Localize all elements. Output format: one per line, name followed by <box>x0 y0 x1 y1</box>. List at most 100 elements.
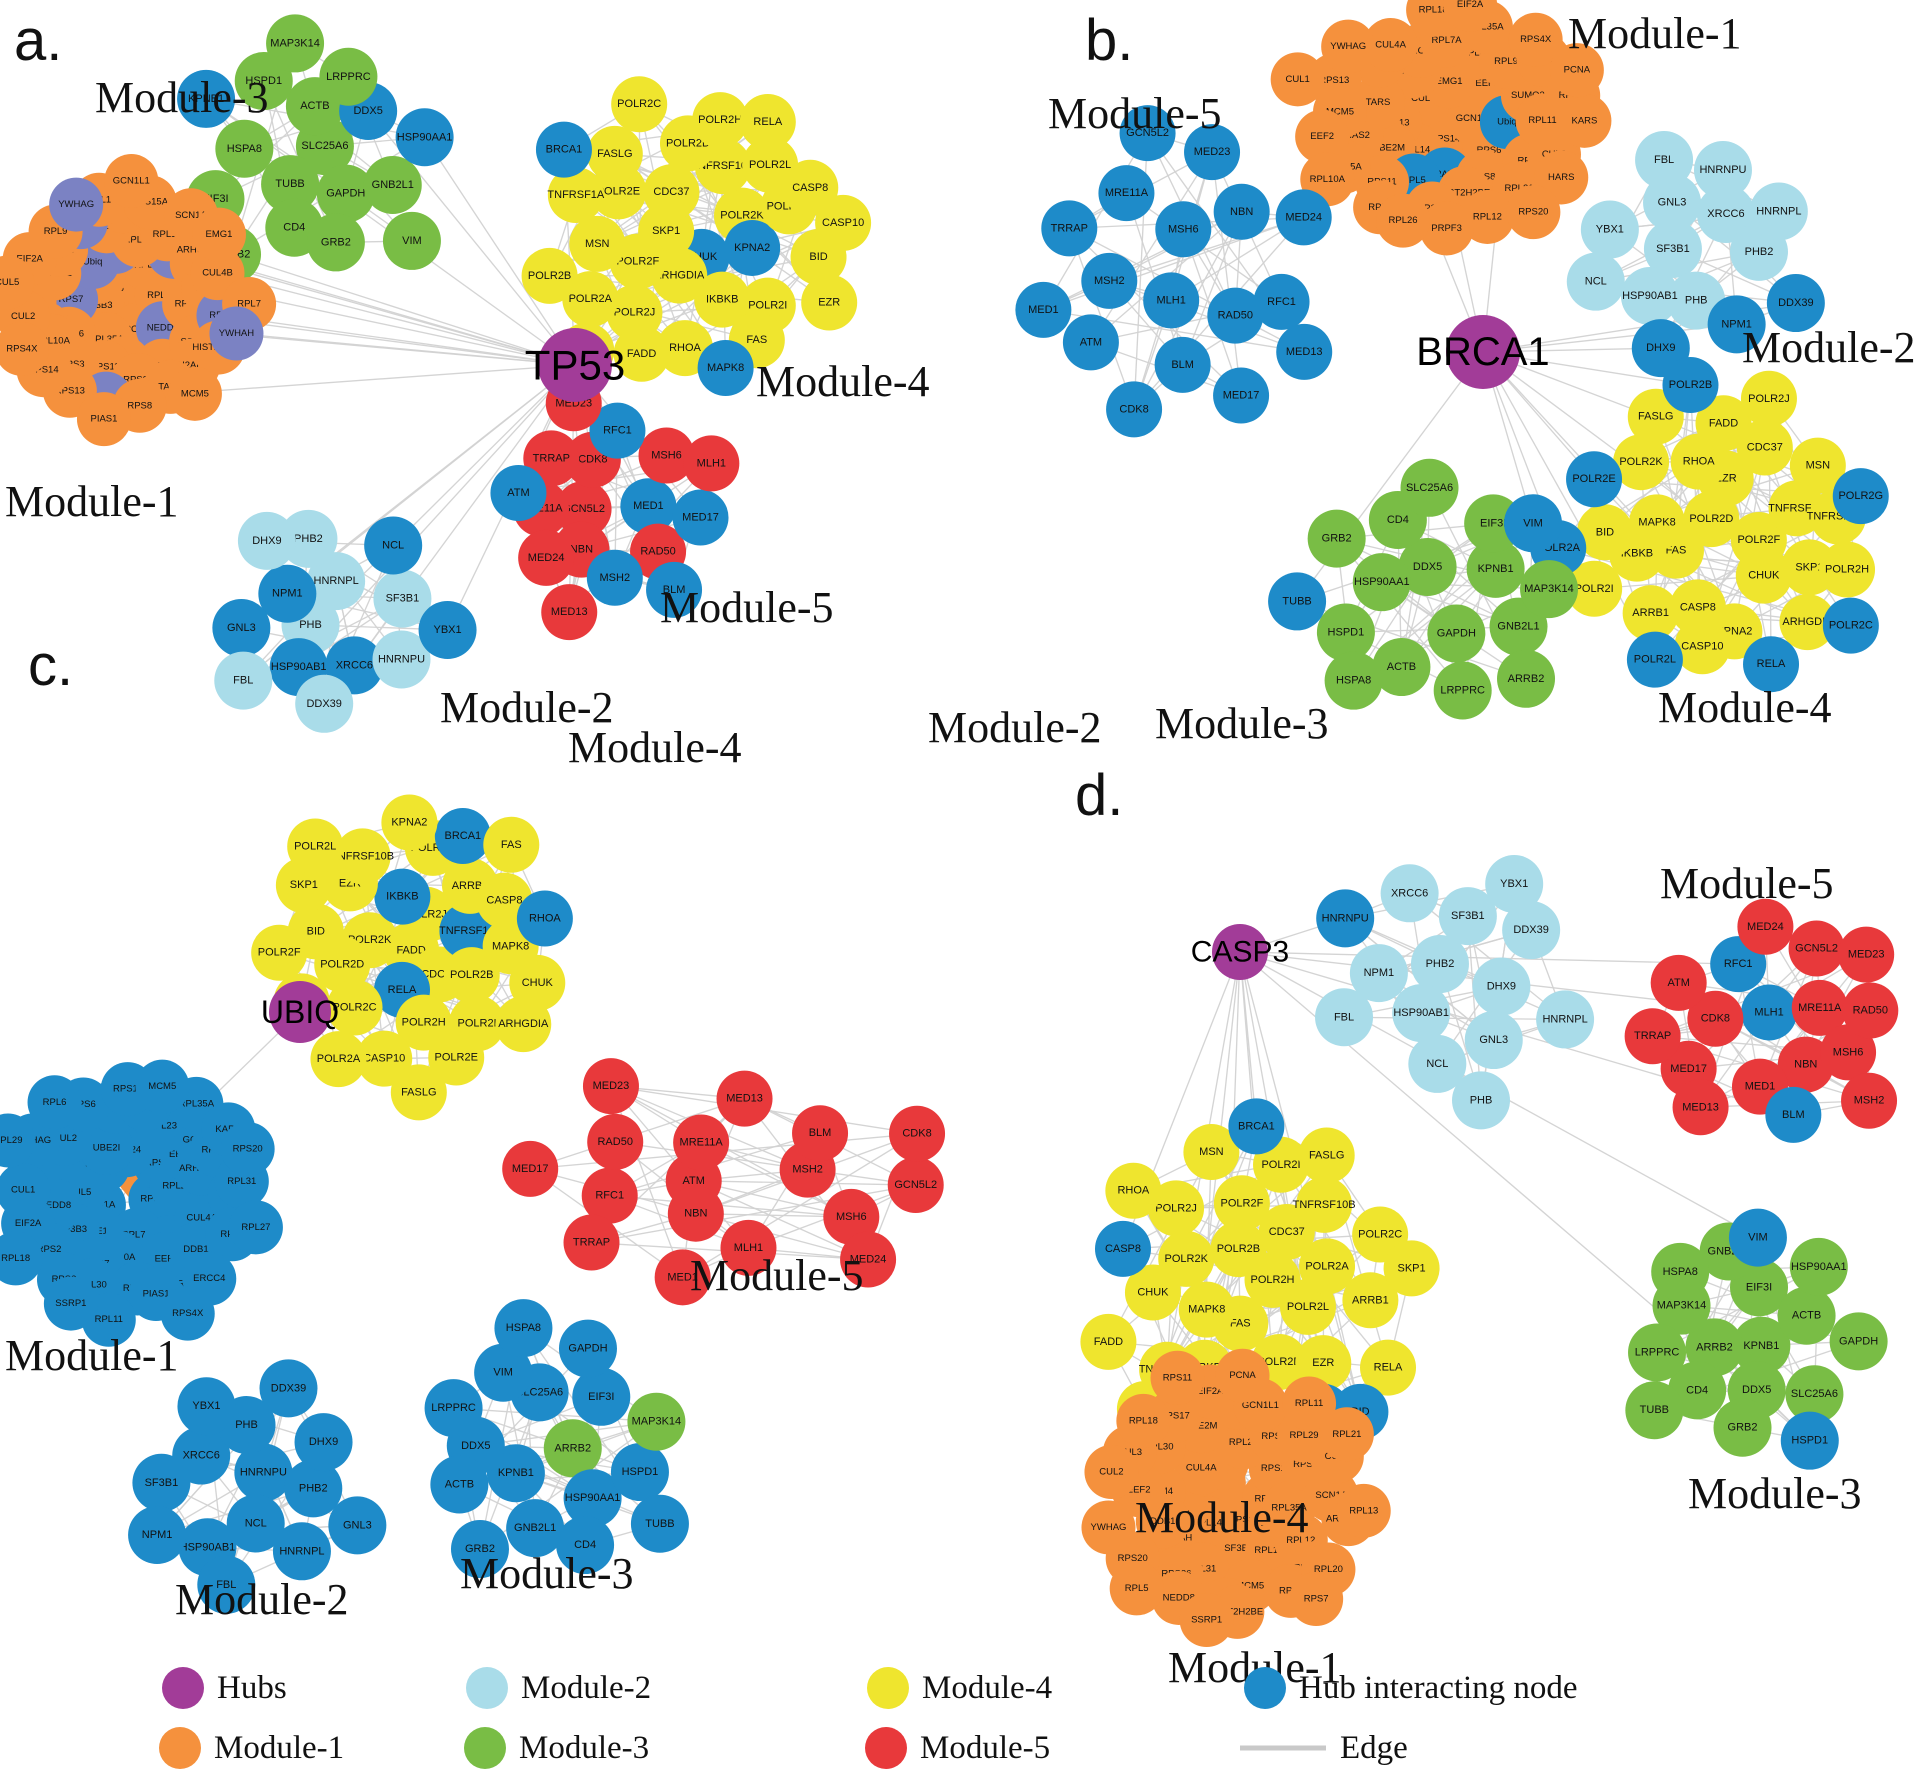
node-HSPA8: HSPA8 <box>494 1299 553 1358</box>
node-label: CUL4B <box>202 268 233 279</box>
node-label: RPS20 <box>1118 1553 1148 1564</box>
node-label: CDC37 <box>1269 1226 1305 1238</box>
node-label: POLR2F <box>616 256 659 268</box>
node-label: POLR2I <box>1261 1159 1300 1171</box>
node-RHOA: RHOA <box>1105 1162 1162 1219</box>
node-TNFRSF1A: TNFRSF1A <box>547 166 605 223</box>
node-POLR2B: POLR2B <box>1210 1221 1267 1278</box>
node-circle <box>49 177 104 232</box>
node-circle <box>1319 1407 1374 1462</box>
node-TRRAP: TRRAP <box>1041 200 1098 257</box>
node-circle <box>372 630 431 689</box>
node-circle <box>1315 988 1374 1047</box>
node-GAPDH: GAPDH <box>1427 604 1486 663</box>
node-FBL: FBL <box>1315 988 1374 1047</box>
node-label: SUMO3 <box>1511 90 1545 101</box>
legend-label: Module-4 <box>922 1670 1052 1706</box>
node-circle <box>1502 901 1561 960</box>
node-CUL1: CUL1 <box>0 1163 51 1218</box>
node-label: RPS11 <box>90 361 119 372</box>
node-RPL18: RPL18 <box>0 1231 43 1286</box>
node-label: EMG1 <box>1436 76 1463 87</box>
node-label: RPS15A <box>132 197 169 208</box>
node-circle <box>1295 109 1350 164</box>
node-label: POLR2D <box>1257 1356 1301 1368</box>
node-circle <box>654 1249 711 1306</box>
module-caption: Module-4 <box>756 357 930 406</box>
node-circle <box>1098 165 1155 222</box>
node-label: TNFRSF1A <box>547 189 605 201</box>
node-circle <box>214 651 273 710</box>
node-label: GCN1L1 <box>1456 113 1493 124</box>
node-circle <box>1324 651 1383 710</box>
hub-TP53: TP53 <box>525 328 625 402</box>
node-label: NBN <box>570 544 593 556</box>
node-label: RFC1 <box>595 1190 624 1202</box>
node-label: POLR2A <box>569 293 613 305</box>
node-DDX5: DDX5 <box>1398 537 1457 596</box>
node-label: NCL <box>1585 276 1607 288</box>
node-circle <box>1625 1381 1684 1440</box>
node-label: RPL29 <box>1290 1430 1319 1441</box>
node-label: RPS13 <box>145 1158 175 1169</box>
node-VIM: VIM <box>474 1343 533 1402</box>
hub-BRCA1: BRCA1 <box>1416 315 1550 389</box>
node-circle <box>1464 494 1523 553</box>
node-TUBB: TUBB <box>1625 1381 1684 1440</box>
node-label: EEF2 <box>1310 131 1334 142</box>
hub-circle <box>538 328 612 402</box>
node-circle <box>627 1392 686 1451</box>
node-label: POLR2E <box>597 185 640 197</box>
node-label: RPL5 <box>1402 175 1426 186</box>
node-circle <box>1777 1286 1836 1345</box>
node-label: GNL3 <box>343 1519 372 1531</box>
node-circle <box>739 94 796 151</box>
node-label: SLC25A6 <box>516 1386 563 1398</box>
node-SF3B1: SF3B1 <box>132 1453 191 1512</box>
node-circle <box>1410 935 1469 994</box>
node-label: POLR2C <box>1358 1229 1402 1241</box>
node-MSH2: MSH2 <box>1841 1072 1898 1129</box>
node-label: CASP10 <box>822 217 864 229</box>
node-NBN: NBN <box>1777 1036 1834 1093</box>
node-circle <box>0 1163 51 1218</box>
node-label: CASP8 <box>486 895 522 907</box>
node-circle <box>1789 437 1846 494</box>
node-GNL3: GNL3 <box>328 1496 387 1555</box>
legend-swatch-icon <box>867 1667 909 1709</box>
node-label: KPNB1 <box>188 93 224 105</box>
node-label: RPL11 <box>1528 115 1556 126</box>
node-XRCC6: XRCC6 <box>1380 864 1439 923</box>
node-label: RPS11 <box>1163 1372 1192 1383</box>
nodes-layer: FADDPOLR2JCDC37POLR2KTNFRSF1ARELAIKBKBPO… <box>0 794 946 1614</box>
node-PCNA: PCNA <box>1215 1348 1270 1403</box>
node-RPL11: RPL11 <box>1282 1376 1337 1431</box>
node-label: HNRNPU <box>240 1467 287 1479</box>
node-MED17: MED17 <box>502 1140 559 1197</box>
node-circle <box>76 392 131 447</box>
node-label: DDX39 <box>306 698 341 710</box>
node-circle <box>521 247 578 304</box>
node-label: TRRAP <box>573 1237 610 1249</box>
node-label: NPM1 <box>142 1529 173 1541</box>
node-label: TUBB <box>645 1518 674 1530</box>
node-SF3B1: SF3B1 <box>373 569 432 628</box>
module-caption: Module-5 <box>690 1251 864 1300</box>
node-circle <box>177 69 236 128</box>
node-circle <box>135 1059 190 1114</box>
node-label: YBX1 <box>433 624 461 636</box>
module-caption: Module-3 <box>95 73 269 122</box>
node-circle <box>1349 944 1408 1003</box>
module-caption: Module-4 <box>1658 683 1832 732</box>
panel-a: SLC25A6 TUBB ACTB GAPDH HSPA8 DDX5 CD4 HSPD1 GNB… <box>0 8 930 733</box>
node-circle <box>823 1188 880 1245</box>
node-RPS7: RPS7 <box>1289 1572 1344 1627</box>
node-label: TNFRSF1A <box>439 925 497 937</box>
node-circle <box>1566 560 1623 617</box>
module-caption: Module-2 <box>440 683 614 732</box>
node-HNRNPL: HNRNPL <box>272 1522 331 1581</box>
node-label: HSPD1 <box>1791 1435 1828 1447</box>
node-label: POLR2J <box>614 307 656 319</box>
node-YWHAG: YWHAG <box>1321 19 1376 74</box>
